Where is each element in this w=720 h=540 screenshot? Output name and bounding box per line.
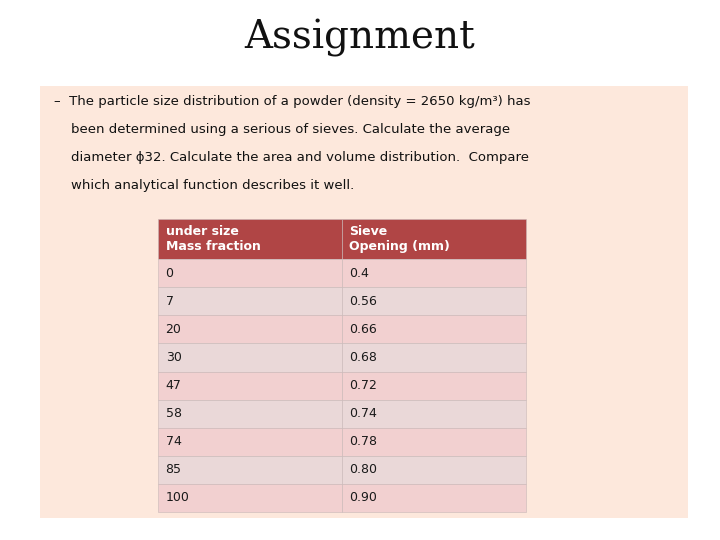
Bar — [342, 315, 526, 343]
Text: Assignment: Assignment — [245, 19, 475, 57]
Bar — [342, 456, 526, 484]
Text: 30: 30 — [166, 351, 181, 364]
Text: 0.56: 0.56 — [349, 295, 377, 308]
FancyBboxPatch shape — [40, 86, 688, 518]
Text: 100: 100 — [166, 491, 189, 504]
Text: 0: 0 — [166, 267, 174, 280]
Bar — [342, 343, 526, 372]
Bar — [342, 400, 526, 428]
Bar — [158, 372, 342, 400]
Text: 0.78: 0.78 — [349, 435, 377, 448]
Bar — [158, 315, 342, 343]
Bar — [342, 372, 526, 400]
Bar — [158, 287, 342, 315]
Bar — [342, 484, 526, 512]
Bar — [342, 287, 526, 315]
Bar — [342, 428, 526, 456]
Text: 0.80: 0.80 — [349, 463, 377, 476]
Bar — [158, 456, 342, 484]
Bar — [158, 219, 342, 259]
Text: 47: 47 — [166, 379, 181, 392]
Bar — [342, 219, 526, 259]
Text: 0.72: 0.72 — [349, 379, 377, 392]
Text: been determined using a serious of sieves. Calculate the average: been determined using a serious of sieve… — [54, 123, 510, 136]
Bar — [158, 400, 342, 428]
Text: 7: 7 — [166, 295, 174, 308]
Bar — [158, 428, 342, 456]
Text: under size
Mass fraction: under size Mass fraction — [166, 225, 261, 253]
Text: –  The particle size distribution of a powder (density = 2650 kg/m³) has: – The particle size distribution of a po… — [54, 94, 531, 107]
Text: 0.66: 0.66 — [349, 323, 377, 336]
Text: Sieve
Opening (mm): Sieve Opening (mm) — [349, 225, 450, 253]
Bar — [158, 484, 342, 512]
Text: 58: 58 — [166, 407, 181, 420]
Text: which analytical function describes it well.: which analytical function describes it w… — [54, 179, 354, 192]
Text: 74: 74 — [166, 435, 181, 448]
Text: 0.90: 0.90 — [349, 491, 377, 504]
Text: 0.68: 0.68 — [349, 351, 377, 364]
Text: 0.4: 0.4 — [349, 267, 369, 280]
Text: 20: 20 — [166, 323, 181, 336]
Bar — [342, 259, 526, 287]
Bar — [158, 343, 342, 372]
Bar — [158, 259, 342, 287]
Text: diameter ϕ32. Calculate the area and volume distribution.  Compare: diameter ϕ32. Calculate the area and vol… — [54, 151, 529, 164]
Text: 85: 85 — [166, 463, 181, 476]
Text: 0.74: 0.74 — [349, 407, 377, 420]
